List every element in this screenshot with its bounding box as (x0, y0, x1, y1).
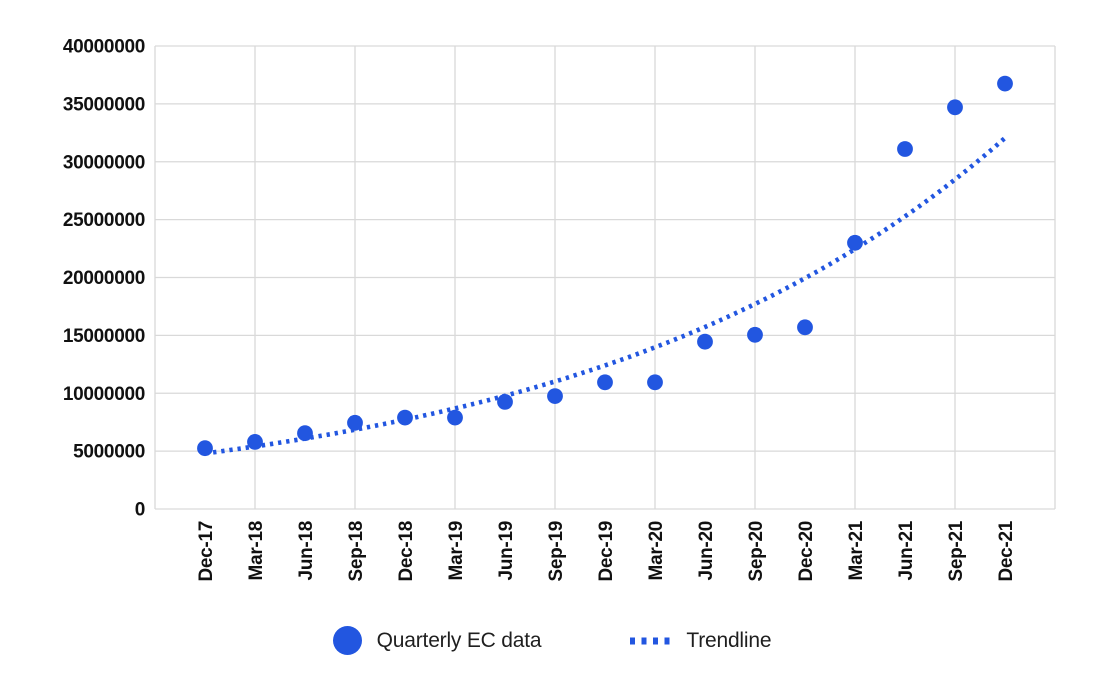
scatter-point-marker-icon (332, 626, 362, 655)
x-axis-tick-label: Sep-18 (346, 521, 367, 582)
data-point (747, 326, 763, 343)
y-axis-tick-label: 5000000 (73, 442, 145, 463)
y-axis-tick-label: 30000000 (63, 152, 145, 173)
data-point (297, 425, 313, 442)
x-axis-tick-label: Jun-19 (496, 521, 517, 580)
x-axis-tick-label: Mar-21 (846, 520, 867, 580)
trendline-path (204, 136, 1007, 456)
data-point (847, 234, 863, 251)
y-axis-tick-label: 40000000 (63, 37, 145, 58)
x-axis-tick-label: Sep-19 (546, 521, 567, 582)
x-axis-tick-label: Dec-19 (596, 521, 617, 582)
data-point (397, 409, 413, 426)
quarterly-ec-chart-canvas: 0 5000000 10000000 15000000 20000000 25000000… (63, 37, 1056, 582)
y-axis-tick-label: 35000000 (63, 94, 145, 115)
data-point (647, 374, 663, 391)
legend-item-quarterly-ec-data: Quarterly EC data (332, 626, 542, 655)
x-axis-tick-label: Sep-21 (946, 520, 967, 581)
data-point (547, 388, 563, 404)
x-axis-tick-label: Mar-19 (446, 521, 467, 580)
data-point (447, 409, 463, 426)
x-axis-tick-label: Mar-18 (246, 521, 267, 580)
data-point (947, 99, 963, 116)
legend-label-trendline: Trendline (686, 628, 772, 652)
data-point (597, 374, 613, 391)
dotted-trendline-marker-icon (630, 637, 672, 644)
x-axis-tick-label: Dec-20 (796, 521, 817, 582)
y-axis-tick-label: 25000000 (63, 210, 145, 231)
data-point (797, 319, 813, 336)
x-axis-tick-label: Jun-21 (896, 520, 917, 580)
data-point (997, 75, 1013, 92)
data-point (247, 434, 263, 450)
data-point (897, 141, 913, 157)
legend-label-quarterly-ec-data: Quarterly EC data (376, 628, 542, 652)
data-point (697, 333, 713, 350)
y-axis-tick-label: 0 (135, 500, 145, 521)
y-axis-tick-label: 20000000 (63, 268, 145, 289)
y-axis-tick-label: 10000000 (63, 384, 145, 405)
x-axis-tick-label: Dec-17 (196, 521, 217, 582)
y-axis-tick-label: 15000000 (63, 326, 145, 347)
x-axis-tick-label: Dec-21 (996, 520, 1017, 581)
x-axis-tick-label: Jun-18 (296, 521, 317, 580)
x-axis-tick-label: Sep-20 (746, 521, 767, 582)
x-axis-tick-label: Dec-18 (396, 521, 417, 582)
x-axis-tick-label: Mar-20 (646, 521, 667, 580)
chart-legend: Quarterly EC data Trendline (0, 626, 1104, 655)
data-point (197, 440, 213, 457)
legend-item-trendline: Trendline (629, 628, 772, 653)
data-point (497, 394, 513, 410)
data-point (347, 414, 363, 431)
x-axis-tick-label: Jun-20 (696, 521, 717, 580)
